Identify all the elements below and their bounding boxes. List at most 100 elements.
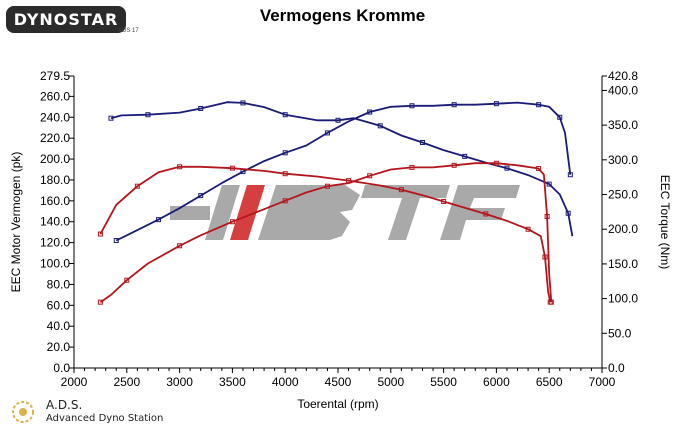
series-line-0	[115, 101, 572, 242]
series-point-3	[398, 187, 404, 193]
series-point-0	[155, 217, 161, 223]
series-point-1	[504, 165, 510, 171]
series-point-0	[567, 172, 573, 178]
y-right-tick-label: 0.0	[608, 361, 625, 375]
x-tick-label: 6000	[483, 375, 510, 389]
x-tick-label: 3500	[219, 375, 246, 389]
logo-version: ADS 17	[118, 28, 139, 34]
series-point-2	[409, 164, 415, 170]
series-point-0	[536, 102, 542, 108]
series-point-3	[282, 171, 288, 177]
series-point-0	[324, 130, 330, 136]
x-tick-label: 6500	[536, 375, 563, 389]
y-left-tick-label: 60.0	[47, 298, 71, 312]
y-left-tick-label: 260.0	[40, 89, 70, 103]
series-point-2	[451, 162, 457, 168]
y-right-tick-label: 150.0	[608, 257, 638, 271]
watermark-stroke	[258, 185, 360, 240]
ads-subtitle: Advanced Dyno Station	[46, 413, 164, 424]
y-right-tick-label: 50.0	[608, 326, 632, 340]
y-right-tick-label: 250.0	[608, 188, 638, 202]
dynostar-logo: DYNOSTAR	[6, 6, 126, 33]
x-tick-label: 2500	[113, 375, 140, 389]
series-point-1	[462, 153, 468, 159]
y-left-tick-label: 100.0	[40, 257, 70, 271]
y-left-tick-label: 200.0	[40, 152, 70, 166]
watermark-stroke	[170, 206, 210, 220]
series-point-3	[441, 198, 447, 204]
series-point-2	[229, 219, 235, 225]
series-point-0	[557, 114, 563, 120]
y-axis-right-title: EEC Torque (Nm)	[658, 175, 672, 269]
x-tick-label: 2000	[61, 375, 88, 389]
series-point-2	[282, 198, 288, 204]
watermark-stroke	[230, 185, 265, 240]
y-left-tick-label: 279.5	[40, 69, 70, 83]
y-left-tick-label: 0.0	[53, 361, 70, 375]
series-point-0	[113, 238, 119, 244]
x-axis-title: Toerental (rpm)	[297, 397, 378, 411]
y-right-tick-label: 200.0	[608, 222, 638, 236]
y-axis-left-title: EEC Motor Vermogen (pk)	[9, 152, 23, 293]
series-line-1	[110, 101, 574, 237]
y-left-tick-label: 240.0	[40, 110, 70, 124]
series-point-2	[544, 214, 550, 220]
series-point-0	[198, 193, 204, 199]
y-right-tick-label: 420.8	[608, 69, 638, 83]
series-point-1	[198, 105, 204, 111]
series-point-0	[282, 150, 288, 156]
y-left-tick-label: 120.0	[40, 236, 70, 250]
ads-title: A.D.S.	[46, 398, 83, 412]
x-tick-label: 4000	[272, 375, 299, 389]
y-right-tick-label: 350.0	[608, 118, 638, 132]
y-left-tick-label: 80.0	[47, 277, 71, 291]
x-tick-label: 5500	[430, 375, 457, 389]
chart-title: Vermogens Kromme	[259, 6, 426, 25]
watermark-logo	[170, 185, 520, 240]
y-left-tick-label: 140.0	[40, 215, 70, 229]
series-point-1	[335, 117, 341, 123]
ads-logo-icon	[12, 401, 34, 423]
series-line-2	[99, 162, 553, 303]
series-point-1	[240, 100, 246, 106]
y-left-tick-label: 40.0	[47, 319, 71, 333]
y-right-tick-label: 300.0	[608, 153, 638, 167]
series-point-3	[229, 165, 235, 171]
y-right-tick-label: 100.0	[608, 292, 638, 306]
series-point-1	[377, 123, 383, 129]
series-point-3	[177, 164, 183, 170]
y-left-tick-label: 220.0	[40, 131, 70, 145]
series-point-0	[493, 101, 499, 107]
series-point-2	[493, 160, 499, 166]
series-point-1	[565, 210, 571, 216]
series-point-0	[451, 102, 457, 108]
y-right-tick-label: 400.0	[608, 83, 638, 97]
series-point-3	[346, 178, 352, 184]
series-point-1	[282, 112, 288, 118]
series-point-2	[97, 299, 103, 305]
series-point-2	[324, 183, 330, 189]
chart-axes	[69, 75, 607, 373]
y-left-tick-label: 20.0	[47, 340, 71, 354]
x-tick-label: 4500	[325, 375, 352, 389]
series-point-2	[367, 173, 373, 179]
series-point-1	[419, 139, 425, 145]
series-point-3	[483, 211, 489, 217]
series-point-3	[547, 299, 553, 305]
series-point-3	[542, 254, 548, 260]
x-tick-label: 7000	[589, 375, 616, 389]
series-point-2	[177, 243, 183, 249]
series-point-3	[134, 183, 140, 189]
series-point-0	[409, 103, 415, 109]
series-point-1	[546, 181, 552, 187]
watermark-stroke	[205, 185, 240, 240]
chart-series	[97, 100, 574, 305]
series-point-3	[525, 226, 531, 232]
series-point-2	[536, 165, 542, 171]
y-left-tick-label: 180.0	[40, 173, 70, 187]
series-point-1	[108, 115, 114, 121]
y-left-tick-label: 160.0	[40, 194, 70, 208]
series-point-2	[124, 277, 130, 283]
watermark-stroke	[361, 185, 450, 240]
